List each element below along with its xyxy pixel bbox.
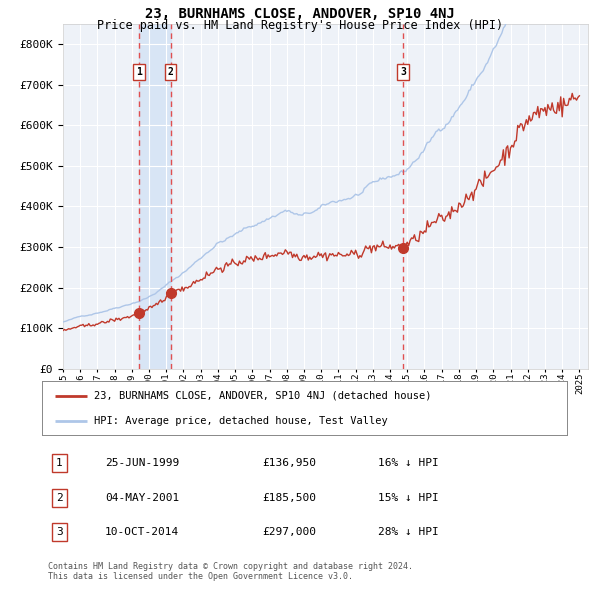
Bar bbox=[139, 24, 170, 369]
Text: Contains HM Land Registry data © Crown copyright and database right 2024.: Contains HM Land Registry data © Crown c… bbox=[48, 562, 413, 571]
Text: 23, BURNHAMS CLOSE, ANDOVER, SP10 4NJ: 23, BURNHAMS CLOSE, ANDOVER, SP10 4NJ bbox=[145, 7, 455, 21]
Text: 28% ↓ HPI: 28% ↓ HPI bbox=[378, 527, 439, 537]
Text: 15% ↓ HPI: 15% ↓ HPI bbox=[378, 493, 439, 503]
Text: 2: 2 bbox=[167, 67, 173, 77]
Text: £297,000: £297,000 bbox=[263, 527, 317, 537]
Text: Price paid vs. HM Land Registry's House Price Index (HPI): Price paid vs. HM Land Registry's House … bbox=[97, 19, 503, 32]
Text: HPI: Average price, detached house, Test Valley: HPI: Average price, detached house, Test… bbox=[95, 416, 388, 426]
Text: 3: 3 bbox=[400, 67, 406, 77]
Text: 2: 2 bbox=[56, 493, 63, 503]
Text: 1: 1 bbox=[136, 67, 142, 77]
Text: £185,500: £185,500 bbox=[263, 493, 317, 503]
Text: 16% ↓ HPI: 16% ↓ HPI bbox=[378, 458, 439, 468]
Text: 25-JUN-1999: 25-JUN-1999 bbox=[105, 458, 179, 468]
Text: 23, BURNHAMS CLOSE, ANDOVER, SP10 4NJ (detached house): 23, BURNHAMS CLOSE, ANDOVER, SP10 4NJ (d… bbox=[95, 391, 432, 401]
Text: 3: 3 bbox=[56, 527, 63, 537]
Text: 10-OCT-2014: 10-OCT-2014 bbox=[105, 527, 179, 537]
Text: 1: 1 bbox=[56, 458, 63, 468]
Text: 04-MAY-2001: 04-MAY-2001 bbox=[105, 493, 179, 503]
Text: This data is licensed under the Open Government Licence v3.0.: This data is licensed under the Open Gov… bbox=[48, 572, 353, 581]
Text: £136,950: £136,950 bbox=[263, 458, 317, 468]
